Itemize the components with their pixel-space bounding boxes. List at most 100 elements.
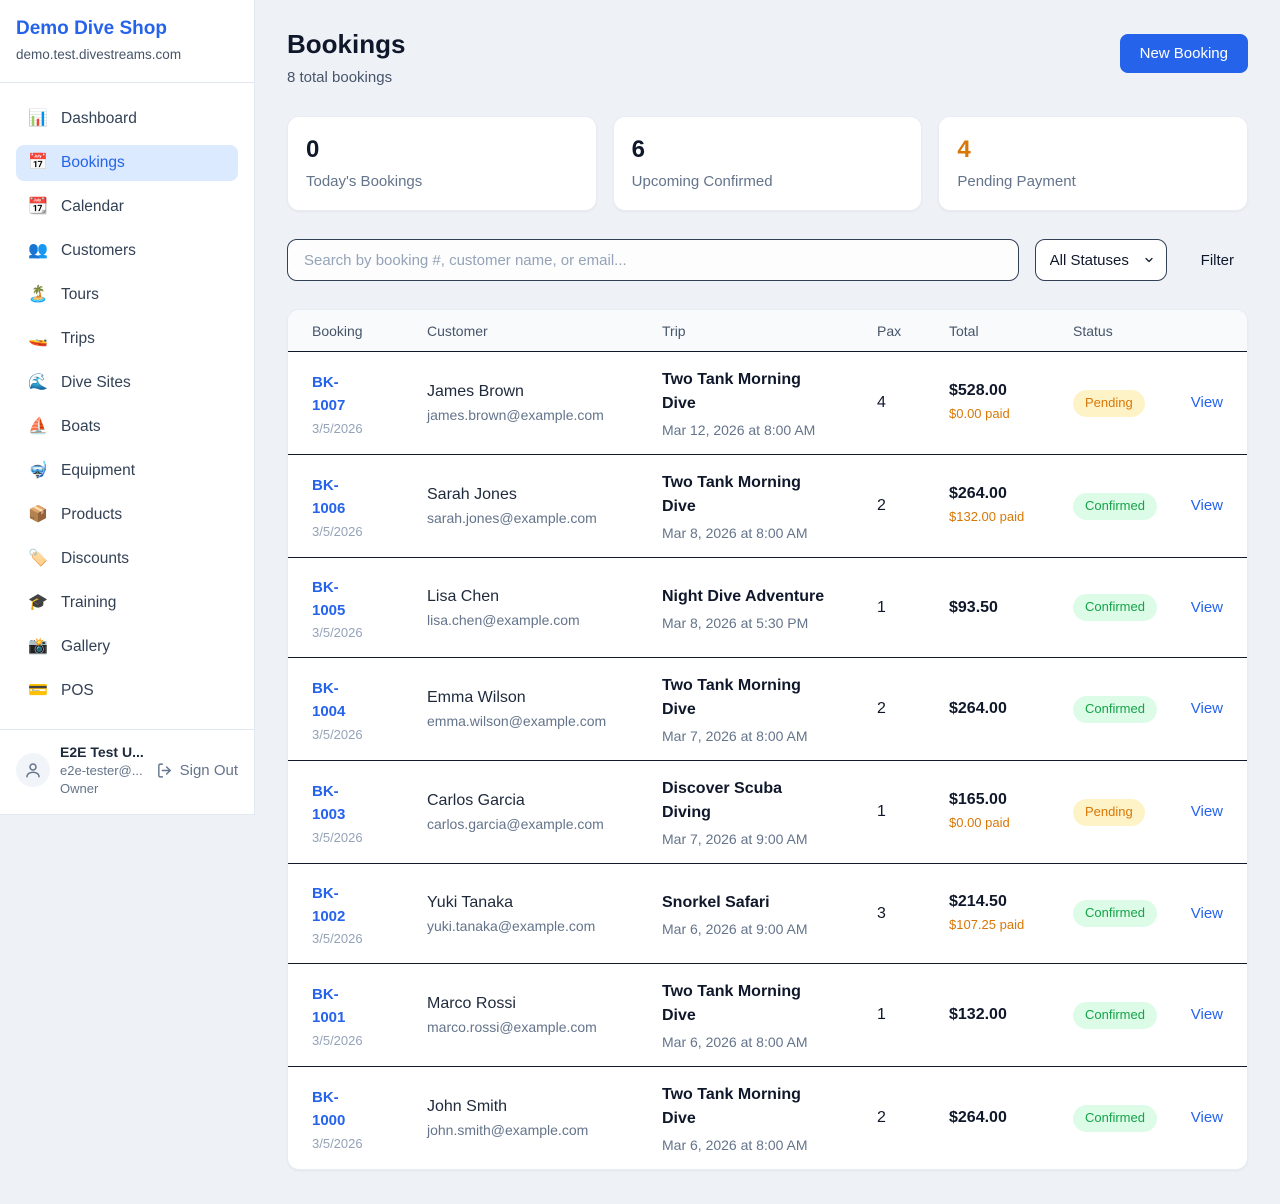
view-link[interactable]: View (1190, 1006, 1223, 1024)
sidebar-item-dashboard[interactable]: 📊 Dashboard (16, 101, 238, 137)
sidebar-item-label: Gallery (61, 638, 111, 655)
trip-name: Two Tank Morning Dive (662, 983, 801, 1025)
discounts-icon: 🏷️ (28, 550, 48, 567)
status-badge: Confirmed (1073, 1104, 1157, 1132)
view-cell: View (1185, 1006, 1223, 1024)
sidebar-item-label: Dive Sites (61, 374, 131, 391)
column-header-trip: Trip (662, 322, 686, 339)
booking-link[interactable]: BK-1004 (312, 680, 346, 721)
sidebar-item-discounts[interactable]: 🏷️ Discounts (16, 541, 238, 577)
booking-date: 3/5/2026 (312, 1135, 363, 1151)
shop-domain: demo.test.divestreams.com (16, 47, 182, 62)
trip-datetime: Mar 12, 2026 at 8:00 AM (662, 422, 816, 439)
sidebar-item-equipment[interactable]: 🤿 Equipment (16, 453, 238, 489)
user-name: E2E Test U... (60, 744, 144, 760)
booking-date: 3/5/2026 (312, 931, 363, 947)
booking-link[interactable]: BK-1001 (312, 986, 346, 1027)
view-cell: View (1185, 497, 1223, 515)
total-cell: $214.50 $107.25 paid (949, 893, 1073, 935)
view-link[interactable]: View (1190, 904, 1223, 922)
booking-cell: BK-1001 3/5/2026 (312, 983, 427, 1048)
sidebar-item-label: Customers (61, 242, 136, 259)
paid-amount: $0.00 paid (949, 815, 1010, 831)
trip-name: Two Tank Morning Dive (662, 1086, 801, 1128)
booking-cell: BK-1003 3/5/2026 (312, 780, 427, 845)
pos-icon: 💳 (28, 682, 48, 699)
table-row: BK-1005 3/5/2026 Lisa Chen lisa.chen@exampl… (288, 557, 1247, 657)
search-input[interactable] (287, 239, 1019, 282)
customer-name: Carlos Garcia (427, 792, 525, 810)
customer-name: James Brown (427, 383, 524, 401)
filter-button[interactable]: Filter (1201, 244, 1234, 277)
view-cell: View (1185, 1109, 1223, 1127)
customer-cell: James Brown james.brown@example.com (427, 383, 662, 423)
sign-out-button[interactable]: Sign Out (156, 762, 238, 779)
sidebar-item-label: Bookings (61, 154, 125, 171)
sidebar-item-dive-sites[interactable]: 🌊 Dive Sites (16, 365, 238, 401)
status-cell: Confirmed (1073, 1104, 1185, 1132)
view-cell: View (1185, 394, 1223, 412)
sidebar-item-label: Boats (61, 418, 101, 435)
total-cell: $264.00 (949, 1109, 1073, 1127)
trip-datetime: Mar 6, 2026 at 8:00 AM (662, 1137, 808, 1154)
booking-link[interactable]: BK-1005 (312, 578, 346, 619)
table-row: BK-1007 3/5/2026 James Brown james.brown@ex… (288, 352, 1247, 454)
equipment-icon: 🤿 (28, 462, 48, 479)
new-booking-button[interactable]: New Booking (1119, 34, 1248, 73)
sidebar-item-boats[interactable]: ⛵ Boats (16, 409, 238, 445)
booking-link[interactable]: BK-1006 (312, 477, 346, 518)
view-link[interactable]: View (1190, 394, 1223, 412)
sidebar-item-calendar[interactable]: 📆 Calendar (16, 189, 238, 225)
total-amount: $264.00 (949, 1109, 1007, 1127)
total-cell: $528.00 $0.00 paid (949, 382, 1073, 424)
total-cell: $132.00 (949, 1006, 1073, 1024)
status-filter-wrap: All Statuses (1034, 239, 1167, 282)
sidebar-item-trips[interactable]: 🚤 Trips (16, 321, 238, 357)
booking-link[interactable]: BK-1003 (312, 783, 346, 824)
sidebar-item-pos[interactable]: 💳 POS (16, 673, 238, 709)
view-link[interactable]: View (1190, 598, 1223, 616)
table-row: BK-1000 3/5/2026 John Smith john.smith@exam… (288, 1066, 1247, 1169)
paid-amount: $132.00 paid (949, 509, 1025, 525)
trip-cell: Two Tank Morning Dive Mar 8, 2026 at 8:00… (662, 471, 877, 541)
status-badge: Pending (1073, 798, 1145, 826)
sidebar-item-bookings[interactable]: 📅 Bookings (16, 145, 238, 181)
view-link[interactable]: View (1190, 803, 1223, 821)
sidebar-item-label: Discounts (61, 550, 130, 567)
sidebar-item-customers[interactable]: 👥 Customers (16, 233, 238, 269)
status-cell: Confirmed (1073, 492, 1185, 520)
stat-card-upcoming-confirmed: 6 Upcoming Confirmed (612, 115, 923, 212)
booking-date: 3/5/2026 (312, 625, 363, 641)
view-link[interactable]: View (1190, 700, 1223, 718)
trip-datetime: Mar 7, 2026 at 9:00 AM (662, 831, 808, 848)
customer-name: John Smith (427, 1098, 508, 1116)
avatar (16, 753, 50, 787)
column-header-booking: Booking (312, 322, 363, 339)
sidebar-item-gallery[interactable]: 📸 Gallery (16, 629, 238, 665)
booking-date: 3/5/2026 (312, 420, 363, 436)
customer-email: john.smith@example.com (427, 1122, 589, 1139)
status-cell: Pending (1073, 798, 1185, 826)
customer-cell: Lisa Chen lisa.chen@example.com (427, 588, 662, 628)
trip-cell: Night Dive Adventure Mar 8, 2026 at 5:30 … (662, 585, 877, 631)
table-row: BK-1003 3/5/2026 Carlos Garcia carlos.garci… (288, 760, 1247, 863)
view-link[interactable]: View (1190, 1109, 1223, 1127)
pax-value: 1 (877, 598, 886, 616)
booking-link[interactable]: BK-1002 (312, 884, 346, 925)
status-filter-select[interactable]: All Statuses (1034, 239, 1167, 282)
user-role: Owner (60, 781, 99, 796)
page-title: Bookings (287, 29, 406, 59)
view-link[interactable]: View (1190, 497, 1223, 515)
booking-link[interactable]: BK-1007 (312, 374, 346, 415)
total-amount: $264.00 (949, 700, 1007, 718)
stat-label: Today's Bookings (306, 173, 423, 191)
customer-email: sarah.jones@example.com (427, 510, 597, 527)
booking-link[interactable]: BK-1000 (312, 1089, 346, 1130)
status-cell: Pending (1073, 389, 1185, 417)
sidebar-item-tours[interactable]: 🏝️ Tours (16, 277, 238, 313)
status-badge: Confirmed (1073, 1001, 1157, 1029)
pax-value: 1 (877, 803, 886, 821)
customer-email: james.brown@example.com (427, 407, 604, 424)
sidebar-item-training[interactable]: 🎓 Training (16, 585, 238, 621)
sidebar-item-products[interactable]: 📦 Products (16, 497, 238, 533)
